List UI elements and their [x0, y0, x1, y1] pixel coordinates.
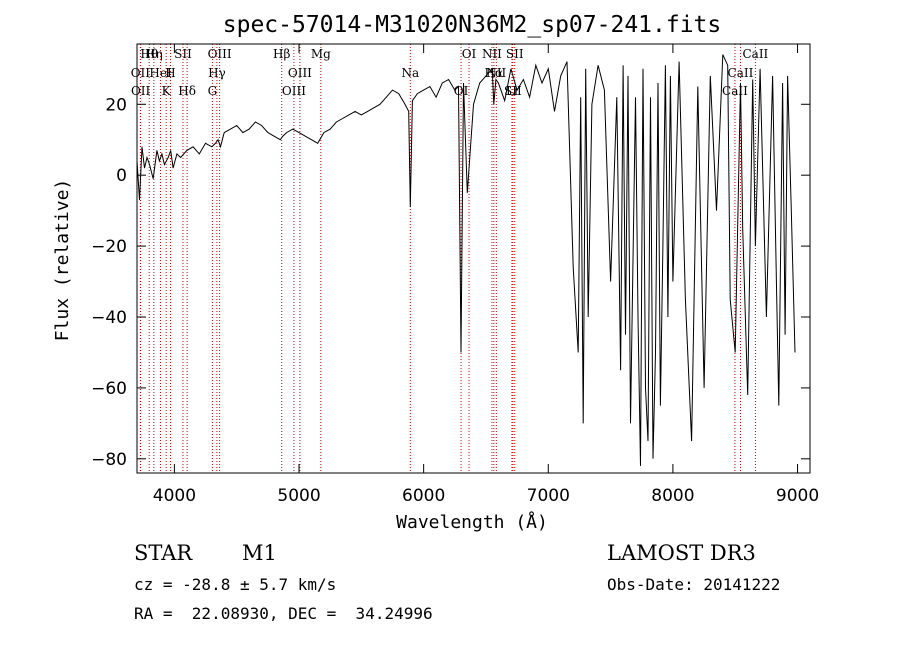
y-tick-label: −60 — [91, 379, 127, 399]
line-label: OIII — [282, 84, 306, 98]
line-label: SII — [174, 47, 192, 61]
line-label: Li — [506, 84, 518, 98]
line-label: OII — [131, 84, 151, 98]
redshift-value: cz = -28.8 ± 5.7 km/s — [134, 575, 337, 594]
object-subclass: M1 — [242, 541, 277, 565]
x-tick-label: 6000 — [402, 486, 445, 506]
x-tick-label: 4000 — [153, 486, 196, 506]
line-label: OIII — [288, 66, 312, 80]
spectrum-chart: spec-57014-M31020N36M2_sp07-241.fits Hθ O… — [52, 12, 819, 533]
line-label: H — [165, 66, 175, 80]
line-label: G — [208, 84, 218, 98]
x-axis-label: Wavelength (Å) — [396, 511, 548, 533]
line-label: Hγ — [208, 66, 226, 80]
line-label: Hα — [485, 66, 504, 80]
chart-title: spec-57014-M31020N36M2_sp07-241.fits — [223, 12, 722, 38]
y-tick-label: 0 — [116, 166, 127, 186]
line-label: SII — [504, 84, 522, 98]
y-axis-ticks: −80 −60 −40 −20 0 20 — [91, 95, 810, 470]
y-tick-label: −20 — [91, 237, 127, 257]
line-label: OI — [462, 47, 477, 61]
line-label: CaII — [722, 84, 748, 98]
x-tick-label: 9000 — [776, 486, 819, 506]
survey-name: LAMOST DR3 — [607, 541, 756, 565]
object-class: STAR — [134, 541, 193, 565]
line-label: OII — [131, 66, 151, 80]
spectral-line-markers — [139, 44, 756, 473]
line-label: Hβ — [273, 47, 290, 61]
y-axis-label: Flux (relative) — [52, 179, 73, 342]
line-label: OIII — [208, 47, 232, 61]
line-label: Hη — [145, 47, 163, 61]
line-label: K — [162, 84, 172, 98]
x-tick-label: 7000 — [527, 486, 570, 506]
spectrum-line — [136, 54, 796, 466]
line-label: NII — [486, 66, 506, 80]
line-label: NII — [482, 47, 502, 61]
x-axis-ticks: 4000 5000 6000 7000 8000 9000 — [153, 44, 819, 506]
line-label: HeI — [149, 66, 172, 80]
y-tick-label: 20 — [105, 95, 127, 115]
line-label: SII — [506, 47, 524, 61]
line-label: Mg — [311, 47, 331, 61]
line-label: Hδ — [178, 84, 196, 98]
line-label: Hθ — [140, 47, 158, 61]
obs-date: Obs-Date: 20141222 — [607, 575, 781, 594]
x-tick-label: 5000 — [277, 486, 320, 506]
line-label: CaII — [728, 66, 754, 80]
plot-frame — [136, 43, 811, 474]
line-label: CaII — [742, 47, 768, 61]
x-tick-label: 8000 — [651, 486, 694, 506]
spectral-line-labels: Hθ OII OII Hη HeI K SII HHδ OIII Hγ G Hβ OIII OIII Mg N… — [131, 47, 769, 98]
line-label: OI — [454, 84, 469, 98]
line-label: Na — [401, 66, 419, 80]
y-tick-label: −40 — [91, 308, 127, 328]
coordinates: RA = 22.08930, DEC = 34.24996 — [134, 604, 433, 623]
y-tick-label: −80 — [91, 450, 127, 470]
